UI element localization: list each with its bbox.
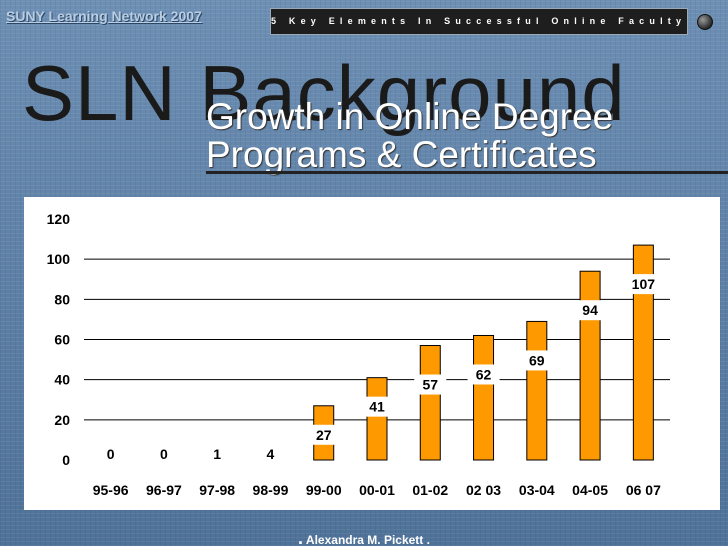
- chart-panel: 0 20 40 60 80 100 120 0 95-96 0 96-97 1 97-98 4 98-99 2…: [24, 197, 720, 510]
- data-label-bg: [307, 424, 340, 445]
- bar: [526, 320, 548, 461]
- x-tick-label: 98-99: [253, 482, 289, 498]
- y-tick-label: 40: [54, 372, 70, 388]
- x-tick-label: 95-96: [93, 482, 129, 498]
- top-banner: 5 Key Elements In Successful Online Facu…: [270, 8, 688, 35]
- bar: [473, 334, 495, 461]
- data-label: 4: [267, 446, 275, 462]
- bar: [632, 244, 654, 461]
- close-icon[interactable]: [697, 14, 713, 30]
- y-tick-label: 80: [54, 291, 70, 307]
- footer-dot-left: .: [298, 528, 304, 546]
- x-tick-label: 04-05: [572, 482, 608, 498]
- data-label-bg: [467, 364, 500, 385]
- bar: [579, 270, 601, 461]
- x-tick-label: 02 03: [466, 482, 501, 498]
- data-label: 27: [316, 427, 332, 443]
- data-label-bg: [520, 350, 553, 371]
- data-label-bg: [205, 444, 229, 464]
- data-label-bg: [622, 274, 664, 295]
- footer-dot-right: .: [426, 533, 430, 546]
- bar: [419, 345, 441, 461]
- data-label: 41: [369, 399, 385, 415]
- x-tick-label: 03-04: [519, 482, 555, 498]
- x-tick-label: 00-01: [359, 482, 395, 498]
- y-tick-label: 20: [54, 412, 70, 428]
- data-label: 0: [160, 446, 168, 462]
- data-label-bg: [99, 444, 123, 464]
- y-tick-label: 100: [47, 251, 71, 267]
- bar-chart: 0 20 40 60 80 100 120 0 95-96 0 96-97 1 97-98 4 98-99 2…: [47, 211, 670, 498]
- x-tick-label: 06 07: [626, 482, 661, 498]
- y-tick-label: 60: [54, 332, 70, 348]
- footer: . Alexandra M. Pickett .: [0, 528, 728, 546]
- bar: [366, 377, 388, 461]
- data-label-bg: [152, 444, 176, 464]
- data-label-bg: [414, 374, 447, 395]
- slide-title: SLN Background: [22, 49, 626, 137]
- y-tick-label: 0: [62, 452, 70, 468]
- data-label: 0: [107, 446, 115, 462]
- data-label: 57: [422, 377, 438, 393]
- data-label: 69: [529, 352, 545, 368]
- org-name: SUNY Learning Network 2007: [6, 8, 202, 24]
- x-tick-label: 99-00: [306, 482, 342, 498]
- y-tick-label: 120: [47, 211, 71, 227]
- subtitle-line-2: Programs & Certificates: [206, 134, 597, 175]
- data-label: 62: [476, 366, 492, 382]
- subtitle-line-1: Growth in Online Degree: [206, 96, 614, 137]
- x-tick-label: 97-98: [199, 482, 235, 498]
- footer-author: Alexandra M. Pickett: [305, 533, 424, 546]
- data-label: 1: [213, 446, 221, 462]
- data-label-bg: [574, 300, 607, 321]
- slide-subtitle: Growth in Online Degree Programs & Certi…: [206, 98, 613, 174]
- x-tick-label: 96-97: [146, 482, 182, 498]
- data-label-bg: [361, 396, 393, 417]
- data-label: 107: [632, 276, 656, 292]
- x-tick-label: 01-02: [412, 482, 448, 498]
- data-label-bg: [258, 444, 282, 464]
- subtitle-divider: [206, 171, 728, 174]
- data-label: 94: [582, 302, 598, 318]
